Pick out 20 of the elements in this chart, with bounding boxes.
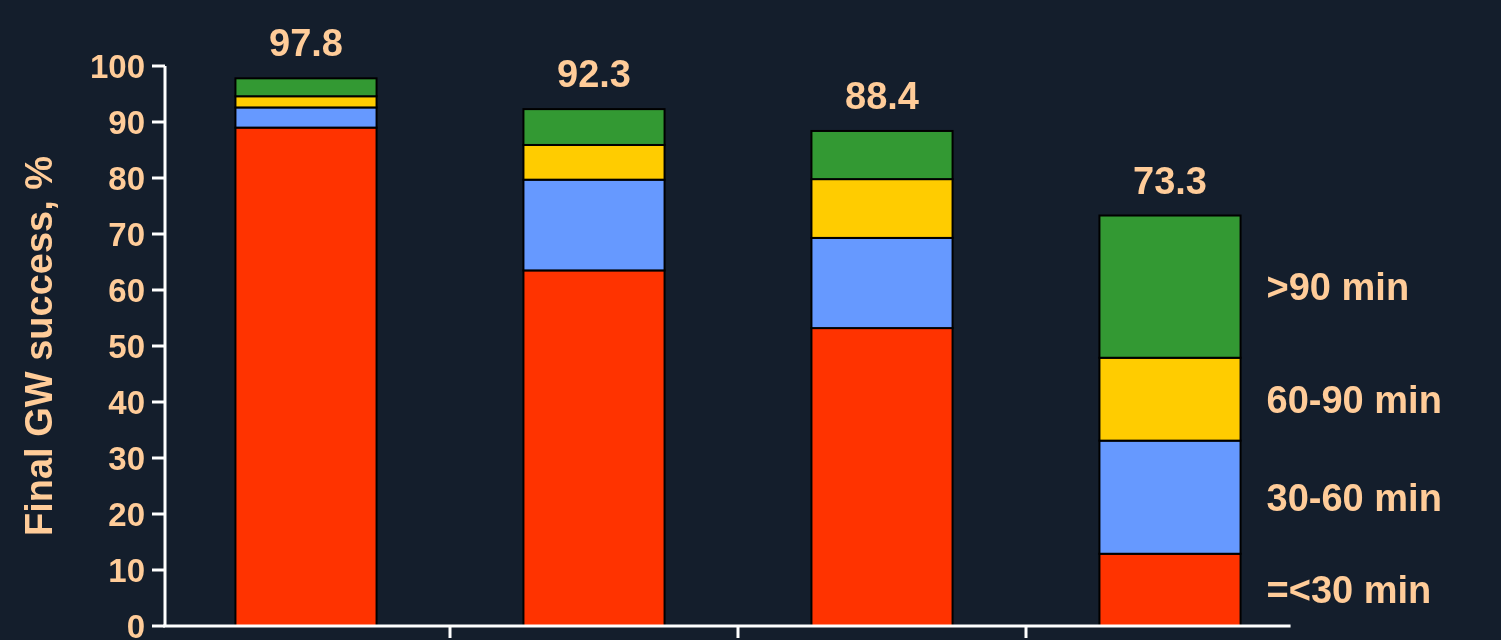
total-label: 88.4 bbox=[845, 74, 919, 117]
series-label: >90 min bbox=[1266, 265, 1410, 308]
y-tick-label: 0 bbox=[126, 607, 145, 640]
series-label: 60-90 min bbox=[1266, 378, 1442, 421]
y-axis-title: Final GW success, % bbox=[18, 155, 60, 537]
series-label: =<30 min bbox=[1266, 569, 1432, 612]
total-label: 97.8 bbox=[269, 22, 343, 65]
y-tick-label: 100 bbox=[89, 47, 145, 85]
y-tick-label: 70 bbox=[108, 215, 145, 253]
total-label: 92.3 bbox=[557, 53, 631, 96]
y-tick-label: 20 bbox=[108, 495, 145, 533]
series-label: 30-60 min bbox=[1266, 476, 1442, 519]
y-tick-label: 80 bbox=[108, 159, 145, 197]
y-tick-label: 60 bbox=[108, 271, 145, 309]
y-tick-label: 40 bbox=[108, 383, 145, 421]
total-label: 73.3 bbox=[1133, 159, 1207, 202]
y-tick-label: 30 bbox=[108, 439, 145, 477]
y-tick-label: 10 bbox=[108, 551, 145, 589]
y-tick-label: 90 bbox=[108, 103, 145, 141]
y-tick-label: 50 bbox=[108, 327, 145, 365]
